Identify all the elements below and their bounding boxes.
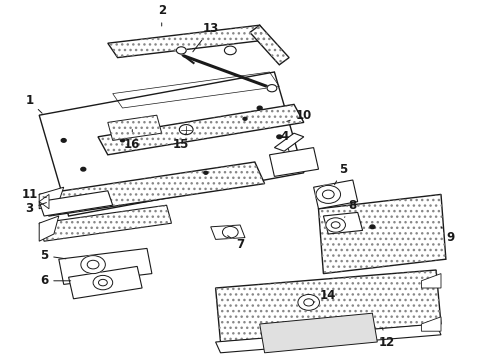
Polygon shape <box>216 270 441 342</box>
Polygon shape <box>39 72 304 216</box>
Text: 3: 3 <box>25 202 47 215</box>
Circle shape <box>81 256 105 274</box>
Circle shape <box>81 167 86 171</box>
Text: 13: 13 <box>193 22 219 52</box>
Text: 4: 4 <box>280 130 289 151</box>
Circle shape <box>98 279 107 286</box>
Polygon shape <box>314 180 358 209</box>
Circle shape <box>121 139 124 142</box>
Polygon shape <box>211 225 245 239</box>
Text: 10: 10 <box>287 109 312 122</box>
Polygon shape <box>318 194 446 274</box>
Polygon shape <box>260 313 377 353</box>
Text: 8: 8 <box>344 199 357 217</box>
Polygon shape <box>323 212 363 234</box>
Circle shape <box>179 125 193 135</box>
Circle shape <box>322 190 334 199</box>
Circle shape <box>316 185 341 203</box>
Circle shape <box>176 47 186 54</box>
Polygon shape <box>39 205 172 241</box>
Polygon shape <box>108 115 162 140</box>
Polygon shape <box>421 274 441 288</box>
Polygon shape <box>421 317 441 331</box>
Circle shape <box>204 171 208 174</box>
Circle shape <box>243 117 247 120</box>
Polygon shape <box>59 248 152 284</box>
Text: 6: 6 <box>40 274 71 287</box>
Polygon shape <box>250 25 289 65</box>
Circle shape <box>326 218 345 232</box>
Circle shape <box>267 85 277 92</box>
Circle shape <box>224 46 236 55</box>
Circle shape <box>87 260 99 269</box>
Polygon shape <box>39 162 265 216</box>
Circle shape <box>304 299 314 306</box>
Text: 7: 7 <box>228 236 244 251</box>
Circle shape <box>257 106 262 110</box>
Circle shape <box>277 135 282 139</box>
Circle shape <box>222 226 238 238</box>
Circle shape <box>298 294 319 310</box>
Circle shape <box>93 275 113 290</box>
Polygon shape <box>216 324 441 353</box>
Text: 11: 11 <box>21 188 46 201</box>
Polygon shape <box>108 25 270 58</box>
Text: 9: 9 <box>441 227 455 244</box>
Text: 15: 15 <box>173 133 190 150</box>
Text: 5: 5 <box>335 163 347 185</box>
Text: 5: 5 <box>40 249 66 262</box>
Circle shape <box>370 225 375 229</box>
Polygon shape <box>69 266 142 299</box>
Circle shape <box>331 222 340 228</box>
Text: 14: 14 <box>314 289 337 302</box>
Polygon shape <box>270 148 318 176</box>
Polygon shape <box>274 133 304 151</box>
Polygon shape <box>98 104 304 155</box>
Text: 2: 2 <box>158 4 166 26</box>
Text: 16: 16 <box>124 130 141 150</box>
Polygon shape <box>39 187 64 209</box>
Text: 12: 12 <box>379 328 395 348</box>
Polygon shape <box>39 216 59 241</box>
Text: 1: 1 <box>25 94 42 113</box>
Polygon shape <box>39 194 49 209</box>
Polygon shape <box>39 191 113 216</box>
Circle shape <box>61 139 66 142</box>
